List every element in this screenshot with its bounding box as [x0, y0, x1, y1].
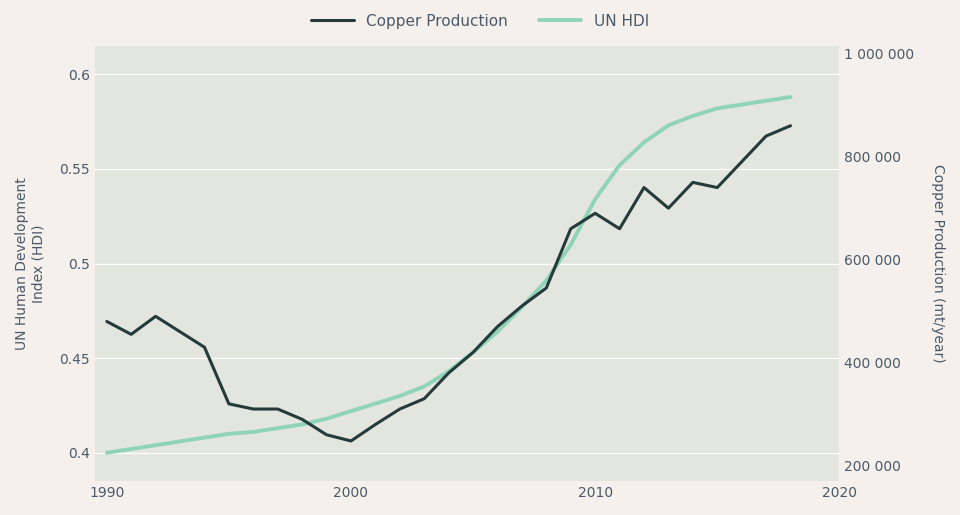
Y-axis label: UN Human Development
Index (HDI): UN Human Development Index (HDI)	[15, 177, 45, 350]
Legend: Copper Production, UN HDI: Copper Production, UN HDI	[305, 8, 655, 35]
Y-axis label: Copper Production (mt/year): Copper Production (mt/year)	[931, 164, 945, 363]
